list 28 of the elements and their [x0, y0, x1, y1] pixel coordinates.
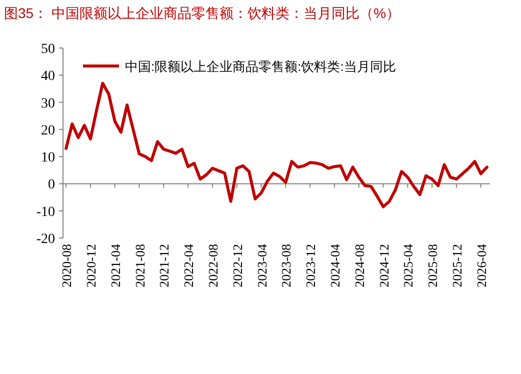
- y-tick-label: -10: [36, 204, 55, 220]
- x-tick-label: 2021-08: [132, 244, 148, 288]
- x-tick-label: 2025-04: [400, 244, 416, 288]
- x-tick-label: 2022-12: [230, 244, 245, 288]
- y-tick-label: 0: [48, 178, 55, 193]
- x-tick-label: 2024-08: [352, 244, 367, 288]
- x-tick-label: 2024-04: [327, 244, 342, 288]
- x-tick-label: 2020-08: [59, 244, 74, 288]
- x-tick-label: 2024-12: [376, 244, 392, 288]
- x-tick-label: 2020-12: [83, 244, 98, 288]
- legend-label: 中国:限额以上企业商品零售额:饮料类:当月同比: [125, 59, 396, 74]
- x-tick-label: 2023-08: [278, 244, 294, 288]
- x-tick-label: 2021-12: [156, 244, 172, 288]
- x-tick-label: 2025-12: [449, 244, 464, 288]
- x-tick-label: 2021-04: [108, 244, 123, 288]
- y-tick-label: 50: [41, 42, 55, 57]
- x-tick-label: 2023-12: [303, 244, 318, 288]
- x-tick-label: 2025-08: [425, 244, 440, 288]
- x-tick-label: 2026-04: [474, 244, 489, 288]
- x-tick-label: 2022-08: [205, 244, 220, 288]
- chart-title: 图35： 中国限额以上企业商品零售额：饮料类：当月同比（%）: [4, 5, 400, 21]
- x-tick-label: 2023-04: [254, 244, 270, 288]
- y-tick-label: -20: [36, 232, 55, 247]
- y-tick-label: 20: [41, 123, 55, 138]
- y-tick-label: 30: [41, 96, 55, 112]
- y-tick-label: 10: [41, 150, 55, 166]
- y-tick-label: 40: [41, 69, 55, 84]
- x-tick-label: 2022-04: [181, 244, 196, 288]
